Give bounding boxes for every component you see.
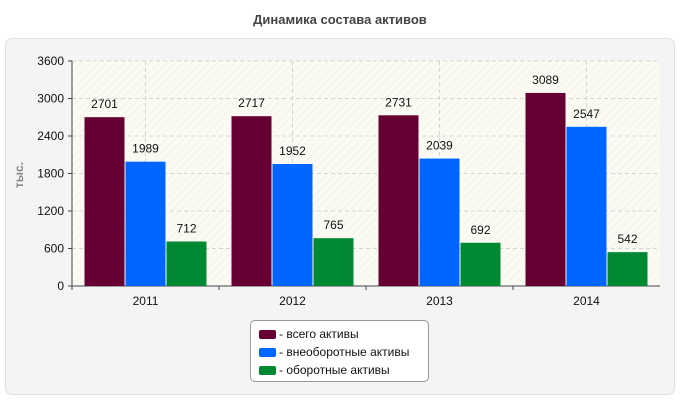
bar [419,158,460,286]
chart-title: Динамика состава активов [253,12,427,27]
y-tick-label: 1200 [37,204,64,218]
legend-label-noncurrent: - внеоборотные активы [279,345,410,359]
y-tick-label: 3000 [37,92,64,106]
data-label: 692 [470,223,490,237]
bar [231,116,272,286]
legend-swatch-noncurrent [259,347,276,357]
y-tick-label: 0 [57,279,64,293]
legend-swatch-total [259,329,276,339]
legend-item-current[interactable]: - оборотные активы [259,361,428,379]
data-label: 542 [617,232,637,246]
y-tick-label: 600 [44,242,64,256]
x-tick-label: 2011 [133,294,159,308]
bar [460,242,501,286]
bar [607,252,648,286]
x-tick-label: 2013 [426,294,453,308]
bar [166,241,207,286]
data-label: 712 [176,222,196,236]
bar [566,126,607,286]
bar [272,164,313,286]
y-tick-label: 3600 [37,54,64,68]
legend-item-total[interactable]: - всего активы [259,325,428,343]
data-label: 3089 [532,73,559,87]
data-label: 1989 [132,142,159,156]
legend-label-current: - оборотные активы [279,363,390,377]
data-label: 2731 [385,95,412,109]
bar [125,161,166,286]
bar [378,115,419,286]
bar [525,92,566,286]
data-label: 2701 [91,97,118,111]
data-label: 765 [323,218,343,232]
legend-label-total: - всего активы [279,327,359,341]
x-tick-label: 2012 [279,294,306,308]
bar [84,117,125,286]
data-label: 2717 [238,96,265,110]
legend-swatch-current [259,365,276,375]
data-label: 2547 [573,107,600,121]
data-label: 1952 [279,144,306,158]
legend-item-noncurrent[interactable]: - внеоборотные активы [259,343,428,361]
x-tick-label: 2014 [573,294,600,308]
y-tick-label: 1800 [37,167,64,181]
legend: - всего активы - внеоборотные активы - о… [250,320,429,382]
y-tick-label: 2400 [37,129,64,143]
bar [313,238,354,286]
data-label: 2039 [426,139,453,153]
